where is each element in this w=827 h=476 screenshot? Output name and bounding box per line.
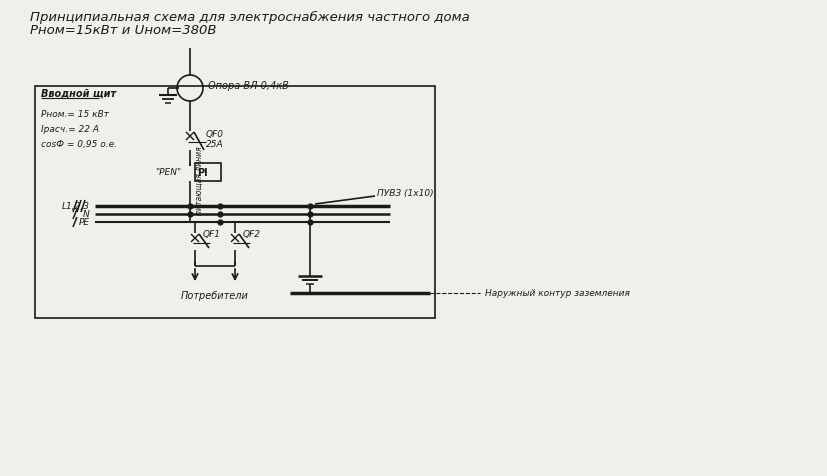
Text: Наружный контур заземления: Наружный контур заземления <box>485 288 629 298</box>
Bar <box>195 163 221 181</box>
Text: cosФ = 0,95 о.е.: cosФ = 0,95 о.е. <box>41 139 117 149</box>
Text: QF1: QF1 <box>203 229 221 238</box>
Text: L1,2,3: L1,2,3 <box>62 201 90 210</box>
Text: PE: PE <box>79 218 90 227</box>
Text: Iрасч.= 22 А: Iрасч.= 22 А <box>41 125 99 133</box>
Bar <box>35 86 434 318</box>
Text: 25А: 25А <box>206 139 223 149</box>
Text: ПУВЗ (1х10): ПУВЗ (1х10) <box>376 188 433 198</box>
Text: QF2: QF2 <box>242 229 261 238</box>
Text: питающая линия: питающая линия <box>195 147 203 215</box>
Text: Рном.= 15 кВт: Рном.= 15 кВт <box>41 109 108 119</box>
Text: Рном=15кВт и Uном=380В: Рном=15кВт и Uном=380В <box>30 23 216 37</box>
Text: "PEN": "PEN" <box>155 168 181 177</box>
Text: Вводной щит: Вводной щит <box>41 88 116 98</box>
Text: Потребители: Потребители <box>181 291 249 301</box>
Text: Принципиальная схема для электроснабжения частного дома: Принципиальная схема для электроснабжени… <box>30 10 469 23</box>
Text: Опора ВЛ 0,4кВ: Опора ВЛ 0,4кВ <box>208 81 289 91</box>
Text: PI: PI <box>197 168 208 178</box>
Text: N: N <box>84 209 90 218</box>
Text: QF0: QF0 <box>206 129 224 139</box>
